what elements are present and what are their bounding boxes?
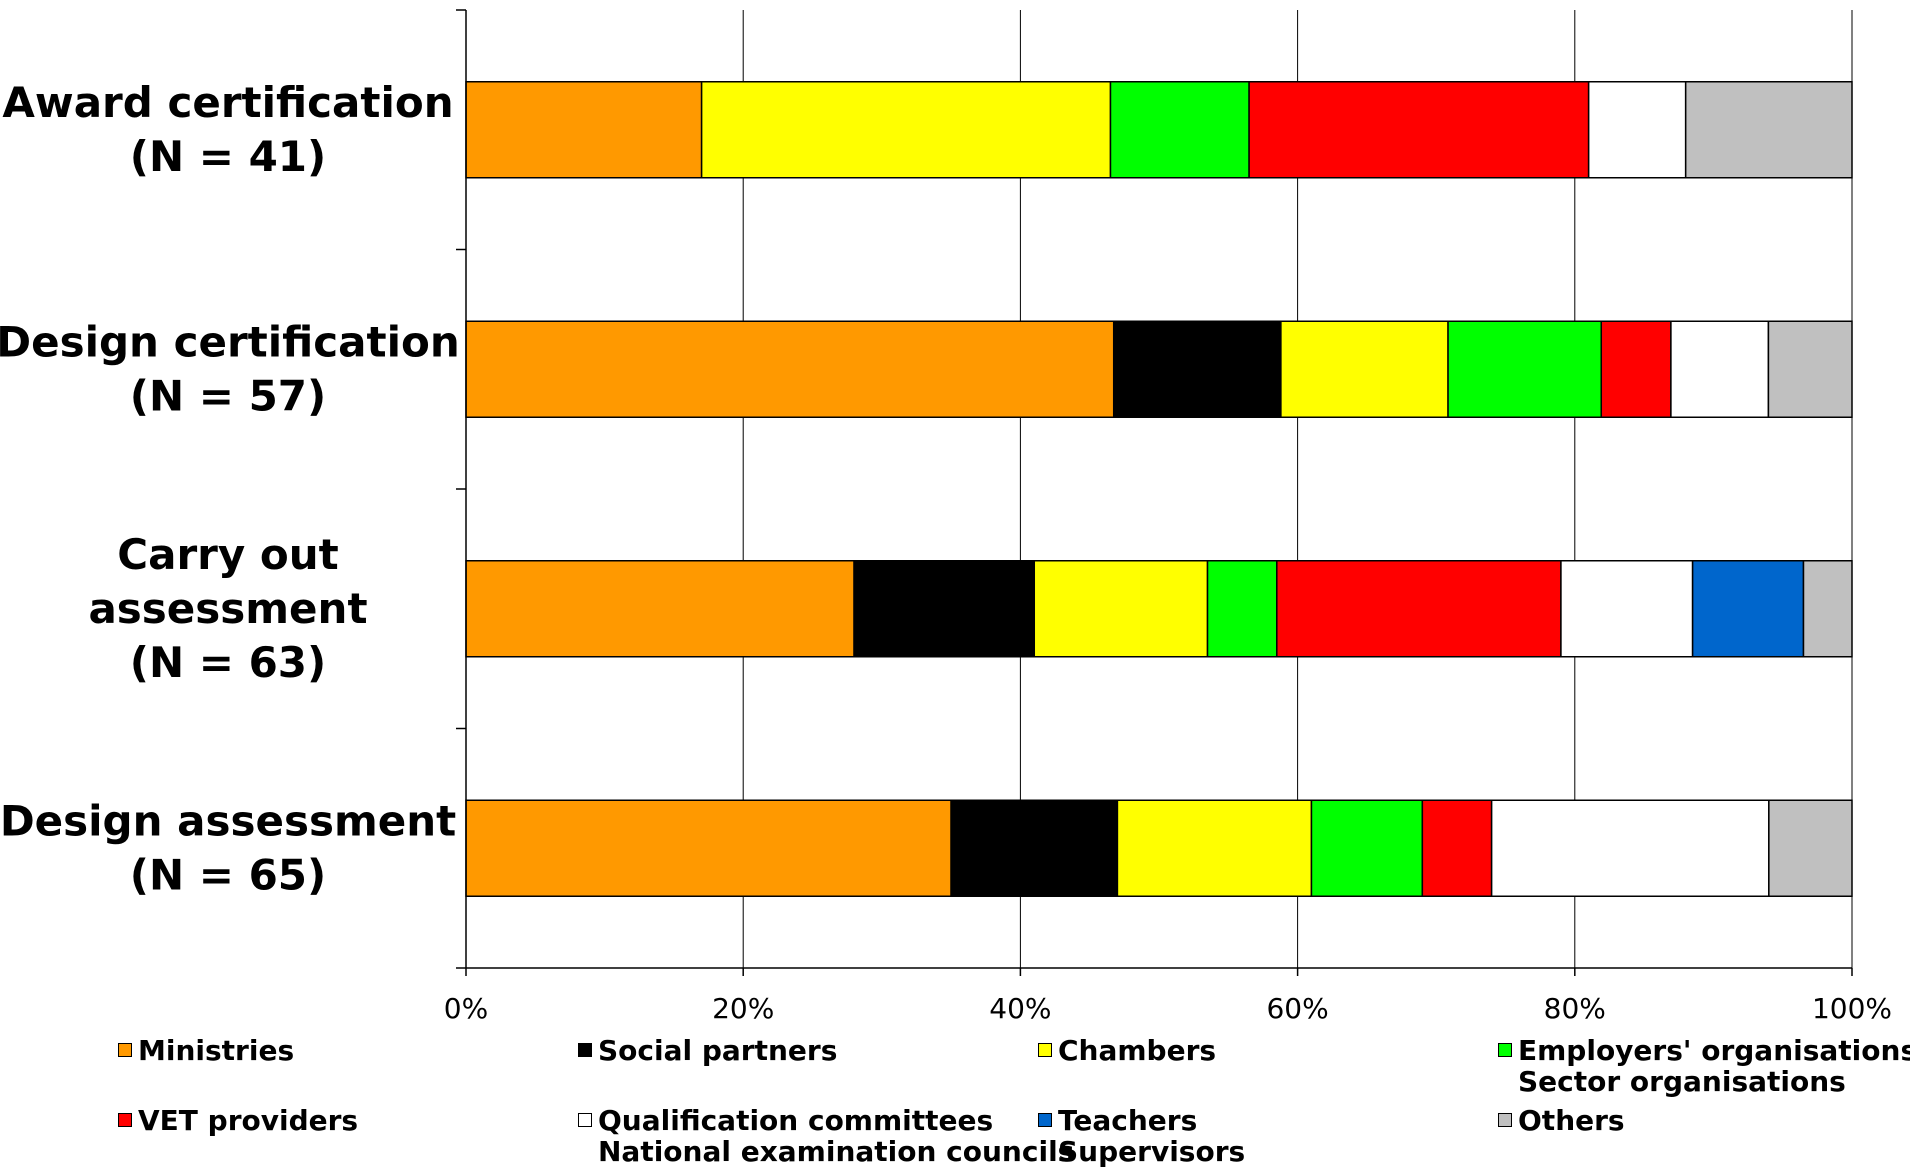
legend-item: Qualification committees National examin… [578, 1105, 1074, 1167]
bar-segment [1248, 81, 1590, 179]
legend-item: Ministries [118, 1035, 294, 1066]
category-label: Award certification (N = 41) [2, 78, 453, 181]
legend-swatch [578, 1043, 592, 1057]
legend-item: VET providers [118, 1105, 358, 1136]
bar-segment [465, 320, 1115, 418]
legend-item: Chambers [1038, 1035, 1216, 1066]
bar-segment [465, 81, 703, 179]
legend-swatch [118, 1113, 132, 1127]
legend-label: Employers' organisations Sector organisa… [1518, 1034, 1910, 1098]
legend-label: Ministries [138, 1034, 295, 1067]
legend-label: Social partners [598, 1034, 838, 1067]
x-tick-label: 80% [1544, 992, 1606, 1025]
bar-segment [1447, 320, 1603, 418]
bar-segment [1280, 320, 1449, 418]
legend-item: Teachers Supervisors [1038, 1105, 1245, 1167]
bar-segment [700, 81, 1112, 179]
bar-layer [465, 81, 1853, 897]
bar-segment [1206, 560, 1278, 658]
bar-segment [950, 799, 1119, 897]
x-tick-label: 60% [1266, 992, 1328, 1025]
legend-swatch [118, 1043, 132, 1057]
axis-layer: 0% 20% 40% 60% 80% 100% [444, 9, 1892, 1025]
x-tick-label: 100% [1812, 992, 1892, 1025]
bar-segment [1112, 320, 1282, 418]
bar-segment [465, 799, 952, 897]
bar-segment [1670, 320, 1770, 418]
bar-segment [853, 560, 1036, 658]
bar-segment [1768, 799, 1853, 897]
legend-item: Employers' organisations Sector organisa… [1498, 1035, 1910, 1097]
bar-segment [1684, 81, 1853, 179]
bar-segment [1116, 799, 1313, 897]
legend-label: Others [1518, 1104, 1625, 1137]
legend-swatch [1498, 1113, 1512, 1127]
bar-segment [1276, 560, 1562, 658]
bar-segment [1802, 560, 1853, 658]
bar-segment [1560, 560, 1694, 658]
bar-segment [1767, 320, 1853, 418]
x-tick-label: 20% [712, 992, 774, 1025]
bar-segment [1691, 560, 1805, 658]
bar-segment [1490, 799, 1770, 897]
bar-segment [1600, 320, 1672, 418]
legend-label: Chambers [1058, 1034, 1217, 1067]
bar-segment [465, 560, 855, 658]
bar-segment [1033, 560, 1209, 658]
bar-segment [1421, 799, 1493, 897]
legend-label: Qualification committees National examin… [598, 1104, 1075, 1168]
x-tick-label: 0% [444, 992, 488, 1025]
legend-swatch [1498, 1043, 1512, 1057]
legend: Ministries Social partners Chambers Employe… [0, 1035, 1910, 1176]
legend-item: Social partners [578, 1035, 837, 1066]
legend-label: Teachers Supervisors [1058, 1104, 1246, 1168]
category-label-layer: Award certification (N = 41) Design certif… [0, 78, 460, 900]
legend-swatch [1038, 1043, 1052, 1057]
legend-label: VET providers [138, 1104, 359, 1137]
legend-item: Others [1498, 1105, 1625, 1136]
category-label: Design certification (N = 57) [0, 317, 460, 420]
category-label: Design assessment (N = 65) [0, 796, 456, 899]
legend-swatch [1038, 1113, 1052, 1127]
bar-segment [1310, 799, 1424, 897]
category-label: Carry out assessment (N = 63) [88, 530, 367, 687]
bar-segment [1109, 81, 1250, 179]
x-tick-label: 40% [989, 992, 1051, 1025]
legend-swatch [578, 1113, 592, 1127]
bar-segment [1587, 81, 1687, 179]
